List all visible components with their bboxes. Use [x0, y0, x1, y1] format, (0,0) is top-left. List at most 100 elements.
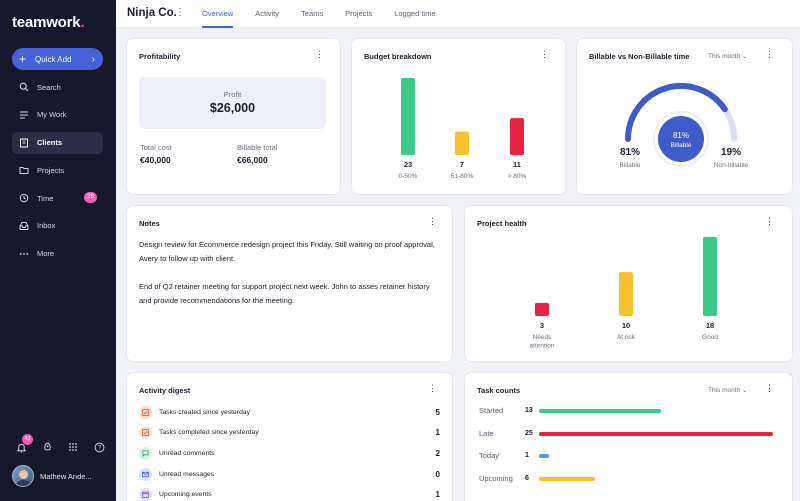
sidebar-item-label: Projects — [37, 165, 65, 175]
apps-grid-icon[interactable] — [66, 440, 80, 454]
period-dropdown[interactable]: This month ⌄ — [708, 386, 747, 394]
sidebar-item-more[interactable]: More — [12, 243, 103, 265]
bar-value-label: 23 — [404, 160, 412, 169]
nonbillable-label: Non-billable — [714, 162, 749, 169]
help-icon[interactable]: ? — [92, 440, 106, 454]
list-item[interactable]: Unread messages 0 — [139, 464, 440, 485]
notes-card: Notes ⋮ Design review for Ecommerce rede… — [127, 206, 452, 361]
kebab-menu-icon[interactable]: ⋮ — [428, 383, 437, 393]
chevron-down-icon: ⌄ — [741, 53, 748, 60]
quick-add-label: Quick Add — [35, 54, 72, 64]
bar — [703, 237, 717, 316]
list-item[interactable]: Unread comments 2 — [139, 443, 440, 464]
task-check-icon — [139, 426, 152, 440]
period-dropdown[interactable]: This month ⌄ — [708, 52, 747, 60]
sidebar-item-projects[interactable]: Projects — [12, 159, 103, 181]
digest-label: Tasks created since yesterday — [159, 408, 251, 416]
profit-label: Profit — [223, 90, 242, 99]
bar-category-label: Needs — [533, 334, 553, 341]
nonbillable-arc — [721, 106, 737, 142]
quick-add-button[interactable]: + Quick Add › — [12, 48, 103, 70]
sidebar: teamwork. + Quick Add › Search My Work C… — [0, 0, 116, 501]
list-item[interactable]: Tasks created since yesterday 5 — [139, 402, 440, 423]
kebab-menu-icon[interactable]: ⋮ — [765, 216, 774, 226]
tab-bar: Overview Activity Teams Projects Logged … — [202, 0, 458, 28]
user-menu[interactable]: Mathew Ande... — [12, 465, 92, 487]
gauge-center — [658, 116, 704, 162]
total-cost-value: €40,000 — [140, 155, 171, 165]
kebab-menu-icon[interactable]: ⋮ — [765, 383, 774, 393]
sidebar-nav: Search My Work Clients Projects Time 28 … — [12, 76, 103, 271]
kebab-menu-icon[interactable]: ⋮ — [540, 49, 549, 59]
inbox-icon — [18, 220, 30, 232]
bell-icon[interactable]: 43 — [14, 434, 33, 454]
task-row-value: 1 — [525, 452, 529, 459]
note-paragraph: End of Q2 retainer meeting for support p… — [139, 282, 430, 305]
tab-projects[interactable]: Projects — [345, 9, 373, 18]
bar-category-label: At risk — [617, 334, 636, 341]
bar-category-label: Good — [702, 334, 718, 341]
note-paragraph: Design review for Ecommerce redesign pro… — [139, 240, 435, 263]
tab-teams[interactable]: Teams — [301, 9, 324, 18]
comment-icon — [139, 446, 152, 460]
chevron-down-icon: ⌄ — [741, 387, 748, 394]
clock-icon — [18, 192, 30, 204]
digest-count: 0 — [435, 469, 440, 479]
sidebar-item-label: Clients — [37, 138, 63, 148]
project-health-chart: 3 Needs attention 10 At risk 18 Good — [530, 237, 718, 350]
svg-text:?: ? — [97, 445, 101, 451]
folder-icon — [18, 164, 30, 176]
digest-label: Tasks completed since yesterday — [159, 429, 259, 437]
period-label: This month — [708, 53, 741, 60]
mail-icon — [139, 467, 152, 481]
bar-category-label: 0-50% — [399, 173, 418, 180]
task-row-label: Late — [479, 428, 494, 438]
sidebar-item-inbox[interactable]: Inbox — [12, 215, 103, 237]
teamwork-logo[interactable]: teamwork. — [12, 14, 85, 31]
sidebar-item-label: Search — [37, 82, 61, 92]
kebab-menu-icon[interactable]: ⋮ — [315, 49, 324, 59]
bar-value-label: 3 — [540, 321, 544, 330]
calendar-icon — [139, 488, 152, 501]
sidebar-item-time[interactable]: Time 28 — [12, 187, 103, 209]
card-title: Activity digest — [139, 386, 191, 395]
sidebar-item-my-work[interactable]: My Work — [12, 104, 103, 126]
bar — [535, 302, 549, 316]
list-item[interactable]: Upcoming events 1 — [139, 484, 440, 501]
notifications-badge: 43 — [22, 434, 33, 445]
tab-logged-time[interactable]: Logged time — [394, 9, 436, 18]
building-icon — [18, 137, 30, 149]
sidebar-item-label: Time — [37, 193, 54, 203]
kebab-menu-icon[interactable]: ⋮ — [428, 216, 437, 226]
tab-activity[interactable]: Activity — [255, 9, 280, 18]
user-name: Mathew Ande... — [40, 471, 92, 481]
kebab-menu-icon[interactable]: ⋮ — [175, 7, 185, 18]
task-bar — [539, 431, 773, 436]
sidebar-bottom-icons: 43 ? — [14, 434, 106, 454]
page-title: Ninja Co. — [127, 7, 177, 19]
bar — [510, 118, 524, 155]
card-title: Budget breakdown — [364, 52, 432, 61]
logo-dot: . — [80, 14, 85, 31]
chevron-right-icon: › — [91, 53, 95, 65]
billable-total-value: €66,000 — [237, 155, 268, 165]
sidebar-item-clients[interactable]: Clients — [12, 131, 103, 154]
task-check-icon — [139, 405, 152, 419]
notes-body[interactable]: Design review for Ecommerce redesign pro… — [139, 238, 439, 322]
bar-category-label: attention — [530, 343, 555, 350]
rocket-icon[interactable] — [40, 440, 54, 454]
task-row-value: 6 — [525, 474, 529, 482]
list-item[interactable]: Tasks completed since yesterday 1 — [139, 423, 440, 444]
kebab-menu-icon[interactable]: ⋮ — [765, 49, 774, 59]
sidebar-item-search[interactable]: Search — [12, 76, 103, 98]
sidebar-item-label: Inbox — [37, 221, 56, 231]
digest-label: Unread messages — [159, 470, 215, 478]
tab-overview[interactable]: Overview — [202, 0, 234, 28]
billable-percent: 81% — [620, 147, 640, 158]
sidebar-item-label: My Work — [37, 110, 67, 120]
task-row-label: Today — [479, 451, 500, 460]
bar — [401, 78, 415, 155]
more-icon — [18, 248, 30, 260]
gauge-center-label: Billable — [671, 142, 692, 149]
task-bar — [539, 476, 596, 481]
